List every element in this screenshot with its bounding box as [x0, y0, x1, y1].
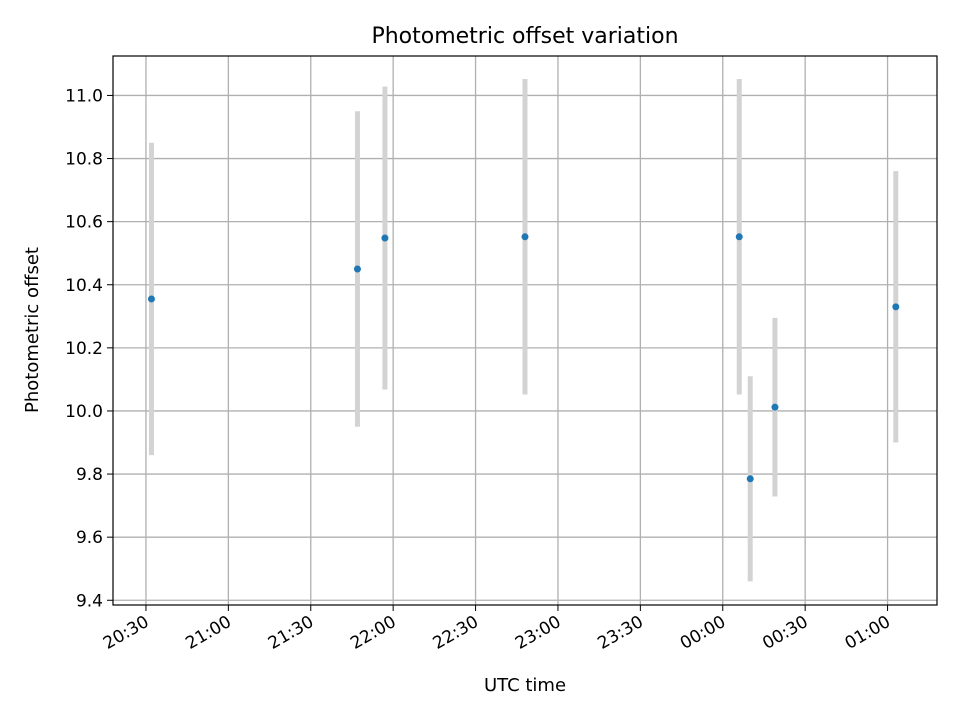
- data-point: [521, 233, 529, 241]
- y-axis-label: Photometric offset: [22, 247, 43, 413]
- y-axis: 9.4 9.6 9.8 10.0 10.2 10.4 10.6 10.8 11.0: [65, 86, 113, 611]
- data-point: [892, 303, 900, 311]
- y-tick-label: 9.4: [76, 591, 103, 611]
- y-tick-label: 10.0: [65, 402, 103, 422]
- data-points: [147, 233, 900, 483]
- y-tick-label: 10.6: [65, 213, 103, 233]
- y-tick-label: 9.8: [76, 465, 103, 485]
- y-tick-label: 10.2: [65, 339, 103, 359]
- y-tick-label: 10.8: [65, 150, 103, 170]
- y-tick-label: 11.0: [65, 86, 103, 106]
- data-point: [353, 265, 361, 273]
- data-point: [147, 295, 155, 303]
- y-tick-label: 9.6: [76, 528, 103, 548]
- y-tick-label: 10.4: [65, 276, 103, 296]
- data-point: [381, 234, 389, 242]
- chart-title: Photometric offset variation: [371, 24, 678, 49]
- x-axis-label: UTC time: [484, 675, 566, 696]
- data-point: [735, 233, 743, 241]
- plot-frame: [112, 55, 938, 606]
- data-point: [771, 403, 779, 411]
- data-point: [746, 475, 754, 483]
